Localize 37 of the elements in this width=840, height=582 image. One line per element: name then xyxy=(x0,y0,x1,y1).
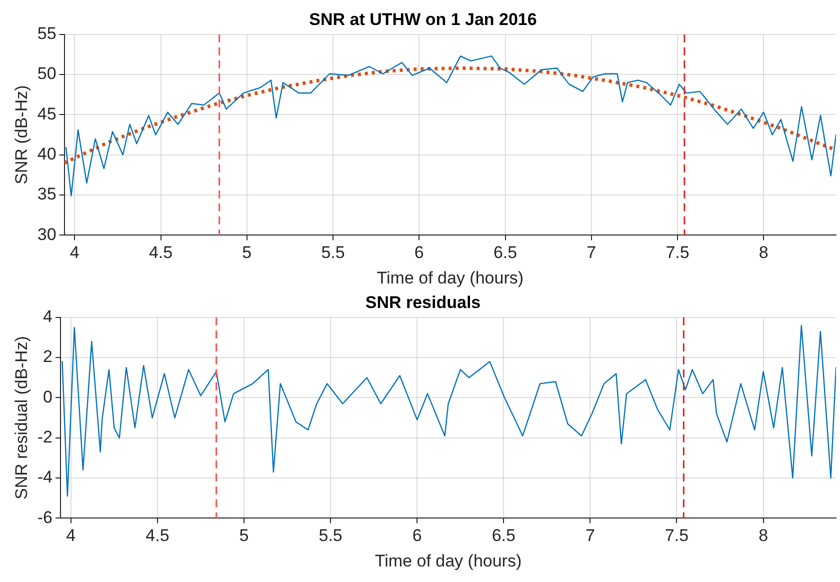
x-tick-label: 5.5 xyxy=(318,526,342,546)
y-tick-label: -6 xyxy=(37,508,53,527)
y-tick-label: 35 xyxy=(37,184,56,204)
y-tick-label: 2 xyxy=(43,347,53,366)
x-tick-label: 5 xyxy=(242,243,252,262)
x-tick-label: 7 xyxy=(585,526,595,546)
chart-title: SNR at UTHW on 1 Jan 2016 xyxy=(309,10,537,29)
x-tick-label: 7.5 xyxy=(666,243,690,262)
y-tick-label: 55 xyxy=(37,24,56,44)
x-tick-label: 4 xyxy=(70,243,80,262)
y-axis-title: SNR (dB-Hz) xyxy=(12,85,31,184)
line-series xyxy=(64,66,836,165)
y-tick-label: 50 xyxy=(37,64,56,84)
x-tick-label: 4 xyxy=(66,526,76,546)
y-tick-label: 4 xyxy=(43,307,53,326)
y-tick-label: 40 xyxy=(37,144,56,164)
y-axis-title: SNR residual (dB-Hz) xyxy=(12,336,31,500)
x-axis-title: Time of day (hours) xyxy=(376,268,524,288)
y-tick-label: 30 xyxy=(37,224,56,244)
x-tick-label: 8 xyxy=(758,243,768,262)
x-tick-label: 8 xyxy=(758,526,768,546)
x-tick-label: 4.5 xyxy=(146,526,170,546)
x-tick-label: 7 xyxy=(586,243,596,262)
x-tick-label: 6.5 xyxy=(492,526,516,546)
x-tick-label: 5 xyxy=(239,526,249,546)
x-tick-label: 7.5 xyxy=(664,526,689,546)
x-tick-label: 6.5 xyxy=(493,243,518,262)
x-tick-label: 6 xyxy=(414,243,424,262)
y-tick-label: 45 xyxy=(37,104,56,124)
y-tick-label: -2 xyxy=(37,428,53,447)
y-tick-label: -4 xyxy=(37,468,53,487)
x-tick-label: 4.5 xyxy=(148,243,173,262)
chart-title: SNR residuals xyxy=(365,292,481,312)
x-axis-title: Time of day (hours) xyxy=(374,551,522,570)
x-tick-label: 6 xyxy=(412,526,422,546)
y-tick-label: 0 xyxy=(43,387,53,406)
x-tick-label: 5.5 xyxy=(321,243,345,262)
